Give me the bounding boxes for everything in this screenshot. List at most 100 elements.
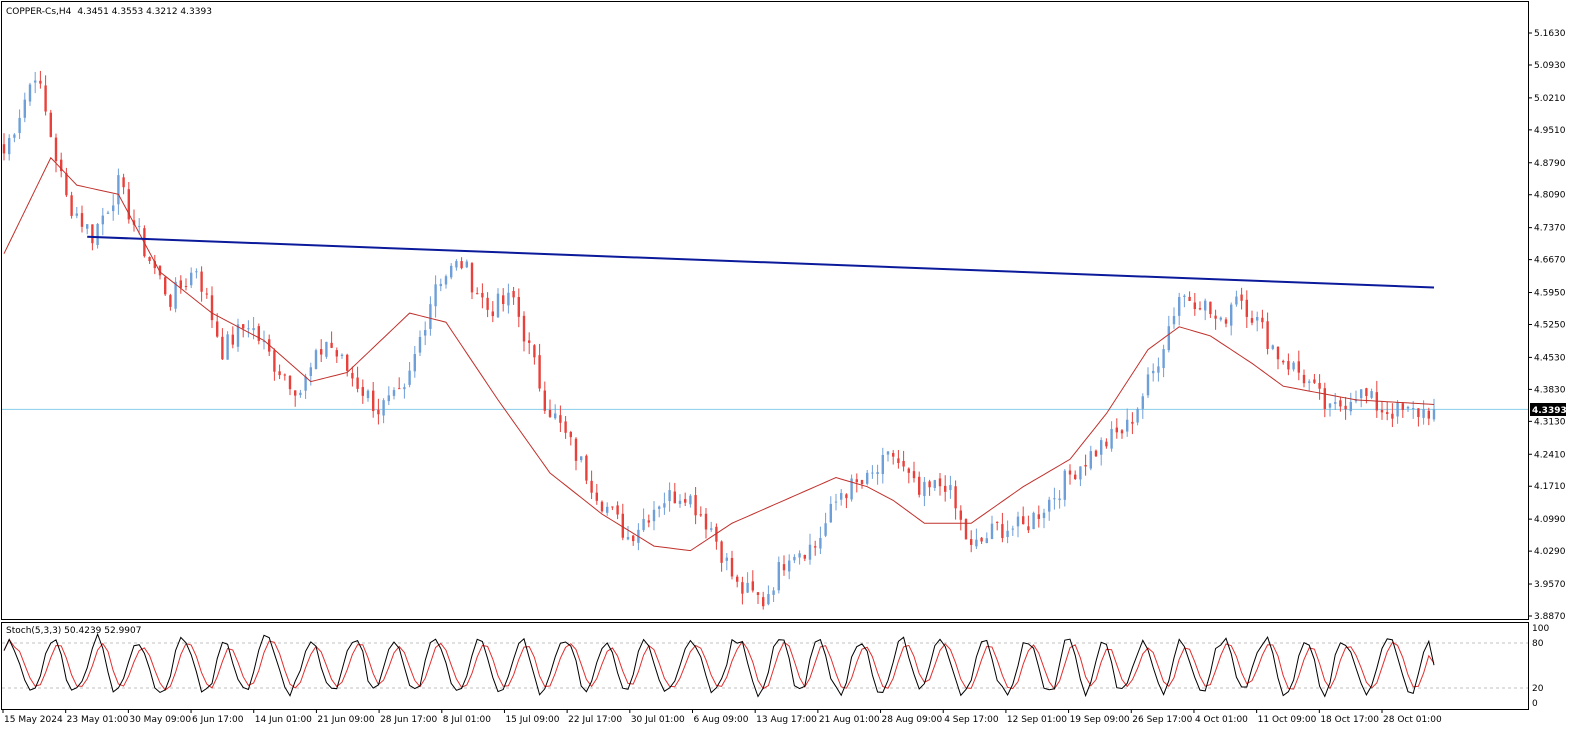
candle[interactable] xyxy=(1110,421,1113,452)
candle[interactable] xyxy=(1406,405,1410,412)
candle[interactable] xyxy=(1224,317,1228,328)
candle[interactable] xyxy=(746,572,749,593)
candle[interactable] xyxy=(164,275,167,297)
candle[interactable] xyxy=(460,257,463,270)
candle[interactable] xyxy=(793,554,796,564)
candle[interactable] xyxy=(330,331,333,349)
candle[interactable] xyxy=(762,591,765,610)
candle[interactable] xyxy=(60,152,63,178)
candle[interactable] xyxy=(512,286,515,305)
candle[interactable] xyxy=(340,353,344,359)
candle[interactable] xyxy=(1011,525,1014,537)
candle[interactable] xyxy=(1323,382,1326,418)
candle[interactable] xyxy=(169,293,172,311)
candle[interactable] xyxy=(1001,512,1004,543)
candle[interactable] xyxy=(1048,496,1051,521)
candle[interactable] xyxy=(23,92,26,123)
candle[interactable] xyxy=(725,552,728,571)
candle[interactable] xyxy=(528,332,531,355)
candle[interactable] xyxy=(1271,344,1274,351)
candle[interactable] xyxy=(767,585,770,606)
candle[interactable] xyxy=(1391,403,1394,428)
candle[interactable] xyxy=(1105,438,1108,449)
candle[interactable] xyxy=(502,288,505,312)
candle[interactable] xyxy=(320,339,323,363)
resistance-trendline[interactable] xyxy=(87,235,1435,289)
candle[interactable] xyxy=(1282,359,1285,365)
candle[interactable] xyxy=(699,506,702,517)
candle[interactable] xyxy=(39,70,42,89)
candle[interactable] xyxy=(1235,290,1238,307)
candle[interactable] xyxy=(496,288,500,318)
candle[interactable] xyxy=(574,437,578,471)
candle[interactable] xyxy=(1261,309,1264,329)
candle[interactable] xyxy=(283,373,286,381)
candle[interactable] xyxy=(210,286,214,329)
candle[interactable] xyxy=(1417,408,1420,427)
candle[interactable] xyxy=(871,465,874,479)
candle[interactable] xyxy=(1094,449,1098,457)
candle[interactable] xyxy=(658,505,661,518)
candle[interactable] xyxy=(2,133,6,161)
candle[interactable] xyxy=(517,288,520,328)
candle[interactable] xyxy=(886,451,890,462)
candle[interactable] xyxy=(486,292,489,318)
candle[interactable] xyxy=(751,570,754,593)
candle[interactable] xyxy=(1360,389,1363,408)
candle[interactable] xyxy=(678,494,682,508)
candle[interactable] xyxy=(928,479,931,496)
candle[interactable] xyxy=(1162,344,1165,378)
candle[interactable] xyxy=(694,487,697,525)
candle[interactable] xyxy=(668,482,671,512)
candle[interactable] xyxy=(564,416,567,439)
candle[interactable] xyxy=(361,379,364,404)
candle[interactable] xyxy=(1297,350,1300,381)
candle[interactable] xyxy=(1302,369,1306,388)
candle[interactable] xyxy=(990,515,994,540)
candle[interactable] xyxy=(314,348,318,370)
candle[interactable] xyxy=(600,500,604,513)
candle[interactable] xyxy=(569,430,572,446)
candle[interactable] xyxy=(1230,302,1233,336)
candle[interactable] xyxy=(892,450,895,465)
candle[interactable] xyxy=(980,536,983,545)
candle[interactable] xyxy=(491,301,494,323)
candle[interactable] xyxy=(897,449,900,469)
candle[interactable] xyxy=(673,482,676,504)
candle[interactable] xyxy=(866,469,869,486)
candle[interactable] xyxy=(127,182,130,224)
candle[interactable] xyxy=(720,540,723,572)
candle[interactable] xyxy=(481,283,484,309)
candle[interactable] xyxy=(190,267,193,289)
candle[interactable] xyxy=(44,75,47,116)
candle[interactable] xyxy=(13,133,16,143)
price-panel[interactable] xyxy=(1,1,1529,620)
candle[interactable] xyxy=(226,331,229,360)
candle[interactable] xyxy=(1136,407,1139,426)
candle[interactable] xyxy=(606,502,609,516)
candle[interactable] xyxy=(429,296,432,336)
candle[interactable] xyxy=(1126,408,1129,437)
candle[interactable] xyxy=(907,467,910,484)
candle[interactable] xyxy=(18,109,21,140)
candle[interactable] xyxy=(1204,298,1207,321)
candle[interactable] xyxy=(34,71,37,94)
candle[interactable] xyxy=(1079,466,1082,487)
candle[interactable] xyxy=(829,496,832,523)
candle[interactable] xyxy=(933,479,936,491)
candle[interactable] xyxy=(1344,396,1347,420)
candle[interactable] xyxy=(1432,398,1436,422)
candle[interactable] xyxy=(902,450,905,472)
candle[interactable] xyxy=(28,82,32,106)
candle[interactable] xyxy=(1266,312,1269,355)
candle[interactable] xyxy=(782,555,786,576)
candle[interactable] xyxy=(912,461,916,483)
candle[interactable] xyxy=(1172,307,1176,329)
candle[interactable] xyxy=(621,503,624,541)
candle[interactable] xyxy=(538,343,541,392)
candle[interactable] xyxy=(216,313,219,338)
candle[interactable] xyxy=(803,554,806,562)
candle[interactable] xyxy=(470,261,474,300)
candle[interactable] xyxy=(1318,374,1321,400)
